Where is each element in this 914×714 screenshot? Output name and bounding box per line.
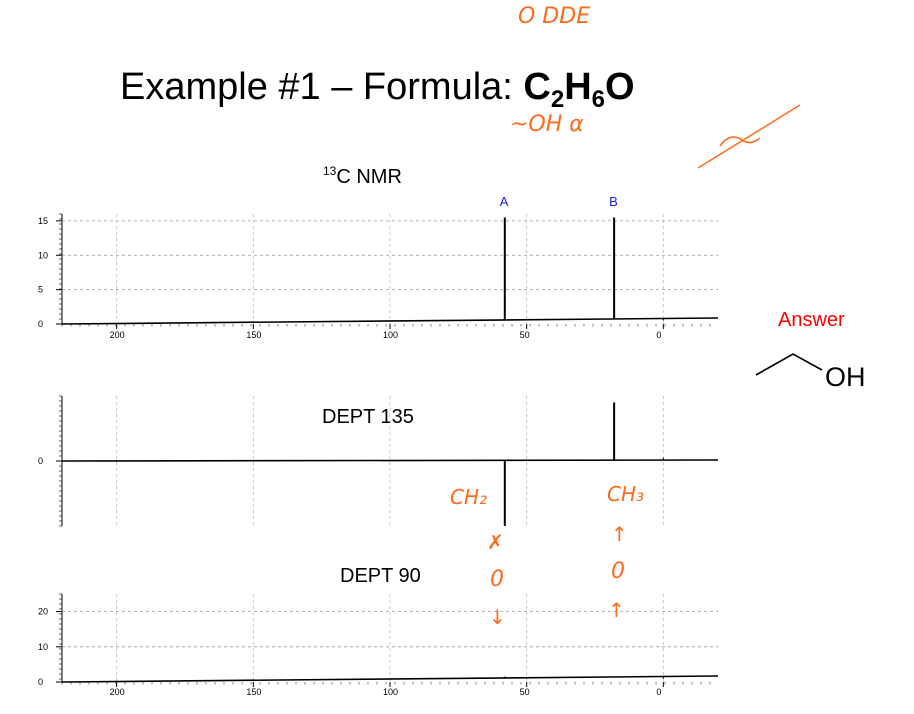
handwritten-squiggle: [719, 136, 761, 147]
formula-o: O: [605, 66, 635, 108]
x-tick-label: 100: [383, 687, 398, 697]
spectrum-baseline: [61, 675, 719, 683]
spectrum-baseline: [61, 459, 719, 462]
ethanol-structure-bonds: [755, 353, 823, 376]
c13-text: C NMR: [336, 166, 402, 188]
x-tick-label: 50: [520, 330, 530, 340]
y-tick-label: 0: [38, 319, 43, 329]
x-tick-label: 150: [246, 687, 261, 697]
formula-h: H: [564, 66, 592, 108]
dept135-label: DEPT 135: [322, 406, 414, 428]
y-tick-label: 0: [38, 456, 43, 466]
x-tick-label: 100: [383, 330, 398, 340]
formula: C2H6O: [523, 66, 635, 112]
formula-c: C: [523, 66, 551, 108]
x-tick-label: 200: [110, 687, 125, 697]
c13-nmr-label: 13C NMR: [323, 164, 402, 189]
x-tick-label: 150: [246, 330, 261, 340]
handwritten-under-title: ~OH α: [510, 112, 584, 137]
handwritten-up-arrow-1: ↑: [611, 522, 628, 546]
handwritten-top-note: O DDE: [518, 4, 591, 29]
y-tick-label: 10: [38, 250, 48, 260]
handwritten-ch3: CH₃: [607, 482, 645, 506]
x-tick-label: 0: [656, 330, 661, 340]
y-tick-label: 5: [38, 285, 43, 295]
answer-label: Answer: [778, 309, 845, 331]
handwritten-x-mark: ✗: [487, 530, 504, 554]
spectrum-baseline: [61, 317, 719, 325]
c13-superscript: 13: [323, 164, 337, 178]
y-tick-label: 10: [38, 642, 48, 652]
handwritten-strike: [697, 104, 801, 169]
slide-title: Example #1 – Formula: C2H6O: [120, 66, 635, 112]
handwritten-up-arrow-2: ↑: [608, 598, 625, 622]
handwritten-down-arrow: ↓: [489, 605, 506, 629]
handwritten-zero-left: 0: [490, 567, 504, 592]
handwritten-ch2: CH₂: [450, 485, 488, 509]
peak-label-B: B: [609, 194, 618, 209]
x-tick-label: 50: [520, 687, 530, 697]
x-tick-label: 0: [656, 687, 661, 697]
x-tick-label: 200: [110, 330, 125, 340]
handwritten-zero-right: 0: [611, 559, 625, 584]
y-tick-label: 0: [38, 677, 43, 687]
y-tick-label: 20: [38, 607, 48, 617]
title-prefix: Example #1 – Formula:: [120, 66, 524, 108]
y-tick-label: 15: [38, 216, 48, 226]
formula-c-subscript: 2: [550, 86, 565, 113]
formula-h-subscript: 6: [591, 86, 606, 113]
dept90-label: DEPT 90: [340, 565, 421, 587]
peak-label-A: A: [500, 194, 509, 209]
oh-label: OH: [825, 362, 866, 392]
